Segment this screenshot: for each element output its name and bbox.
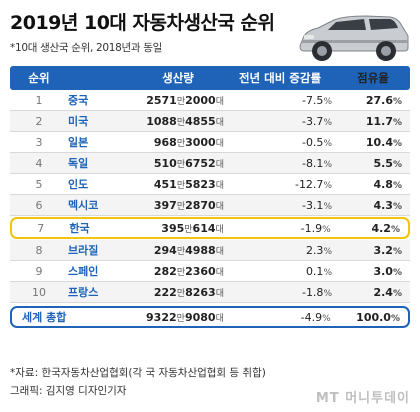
change-cell: -0.5% <box>301 135 332 149</box>
rank-cell: 1 <box>35 93 43 107</box>
rank-cell: 4 <box>35 156 43 170</box>
share-cell: 4.8% <box>373 177 402 191</box>
table-header: 순위 생산량 전년 대비 증감률 점유율 <box>10 66 410 90</box>
share-cell: 3.0% <box>373 264 402 278</box>
header-share: 점유율 <box>357 71 389 85</box>
production-cell: 1088만4855대 <box>146 114 224 128</box>
table-body: 1 중국 2571만2000대 -7.5% 27.6% 2 미국 1088만4855대 -3.7… <box>10 90 410 303</box>
change-cell: -7.5% <box>301 93 332 107</box>
country-cell: 미국 <box>68 115 89 128</box>
rank-cell: 6 <box>35 198 43 212</box>
table-row: 8 브라질 294만4988대 2.3% 3.2% <box>10 240 410 261</box>
production-cell: 294만4988대 <box>153 243 224 257</box>
production-cell: 510만6752대 <box>153 156 224 170</box>
total-row: 세계 총합 9322만9080대 -4.9% 100.0% <box>10 306 410 328</box>
share-cell: 27.6% <box>365 93 402 107</box>
change-cell: 2.3% <box>305 243 332 257</box>
publisher-logo: MT 머니투데이 <box>315 391 410 406</box>
country-cell: 한국 <box>69 222 90 235</box>
country-cell: 프랑스 <box>68 286 99 299</box>
rank-cell: 10 <box>32 285 46 299</box>
header-change: 전년 대비 증감률 <box>238 71 322 85</box>
total-production: 9322만9080대 <box>146 310 224 324</box>
header-production: 생산량 <box>162 71 194 85</box>
change-cell: 0.1% <box>305 264 332 278</box>
rank-cell: 2 <box>35 114 43 128</box>
change-cell: -1.9% <box>300 221 331 235</box>
footer: *자료: 한국자동차산업협회(각 국 자동차산업협회 등 취합) 그래픽: 김지… <box>10 364 266 400</box>
production-cell: 282만2360대 <box>153 264 224 278</box>
country-cell: 인도 <box>68 178 89 191</box>
production-table: 순위 생산량 전년 대비 증감률 점유율 1 중국 2571만2000대 -7.5% 2… <box>10 66 410 328</box>
total-label: 세계 총합 <box>22 311 67 324</box>
country-cell: 스페인 <box>68 265 99 278</box>
rank-cell: 5 <box>35 177 43 191</box>
share-cell: 10.4% <box>365 135 402 149</box>
table-row: 10 프랑스 222만8263대 -1.8% 2.4% <box>10 282 410 303</box>
change-cell: -8.1% <box>301 156 332 170</box>
table-row: 6 멕시코 397만2870대 -3.1% 4.3% <box>10 195 410 216</box>
change-cell: -12.7% <box>294 177 332 191</box>
credit-note: 그래픽: 김지영 디자인기자 <box>10 385 127 397</box>
production-cell: 395만614대 <box>161 221 224 235</box>
change-cell: -1.8% <box>301 285 332 299</box>
rank-cell: 8 <box>35 243 43 257</box>
table-row: 5 인도 451만5823대 -12.7% 4.8% <box>10 174 410 195</box>
share-cell: 3.2% <box>373 243 402 257</box>
change-cell: -3.7% <box>301 114 332 128</box>
share-cell: 2.4% <box>373 285 402 299</box>
share-cell: 5.5% <box>373 156 402 170</box>
header-rank: 순위 <box>28 71 50 85</box>
page-title: 2019년 10대 자동차생산국 순위 <box>10 12 275 34</box>
page-subtitle: *10대 생산국 순위, 2018년과 동일 <box>10 42 163 54</box>
production-cell: 397만2870대 <box>153 198 224 212</box>
table-row: 9 스페인 282만2360대 0.1% 3.0% <box>10 261 410 282</box>
production-cell: 222만8263대 <box>153 285 224 299</box>
total-share: 100.0% <box>356 310 400 324</box>
table-row: 7 한국 395만614대 -1.9% 4.2% <box>10 217 410 239</box>
table-row: 4 독일 510만6752대 -8.1% 5.5% <box>10 153 410 174</box>
change-cell: -3.1% <box>301 198 332 212</box>
share-cell: 11.7% <box>365 114 402 128</box>
table-row: 1 중국 2571만2000대 -7.5% 27.6% <box>10 90 410 111</box>
country-cell: 중국 <box>68 94 89 107</box>
country-cell: 멕시코 <box>68 199 99 212</box>
source-note: *자료: 한국자동차산업협회(각 국 자동차산업협회 등 취합) <box>10 367 266 379</box>
production-cell: 451만5823대 <box>153 177 224 191</box>
table-row: 2 미국 1088만4855대 -3.7% 11.7% <box>10 111 410 132</box>
production-cell: 968만3000대 <box>153 135 224 149</box>
production-cell: 2571만2000대 <box>146 93 224 107</box>
country-cell: 독일 <box>68 157 89 170</box>
rank-cell: 3 <box>35 135 43 149</box>
share-cell: 4.3% <box>373 198 402 212</box>
total-change: -4.9% <box>300 310 331 324</box>
share-cell: 4.2% <box>371 221 400 235</box>
suv-car-illustration <box>299 15 409 61</box>
country-cell: 브라질 <box>68 244 99 257</box>
table-row: 3 일본 968만3000대 -0.5% 10.4% <box>10 132 410 153</box>
country-cell: 일본 <box>68 136 89 149</box>
rank-cell: 9 <box>35 264 43 278</box>
rank-cell: 7 <box>37 221 45 235</box>
